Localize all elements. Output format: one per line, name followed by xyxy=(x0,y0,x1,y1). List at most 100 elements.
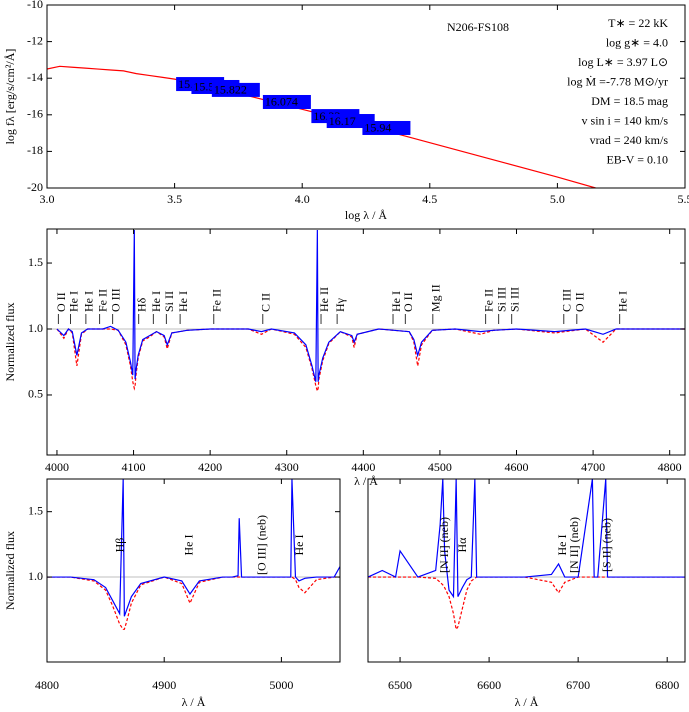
x-tick-label: 4300 xyxy=(275,460,299,474)
line-id: [S II] (neb) xyxy=(599,518,613,572)
y-tick-label: 1.5 xyxy=(28,503,43,517)
photometry-label: 15. xyxy=(178,77,193,91)
line-id: C III xyxy=(560,289,574,312)
plot-area xyxy=(47,479,340,630)
line-id: [N II] (neb) xyxy=(437,517,451,573)
observed-line xyxy=(47,65,596,188)
y-tick-label: -16 xyxy=(27,107,43,121)
line-id: Fe II xyxy=(210,289,224,312)
x-tick-label: 4.5 xyxy=(422,192,437,206)
photometry-box xyxy=(262,94,311,109)
line-id: Si III xyxy=(507,287,521,312)
y-tick-label: 0.5 xyxy=(28,387,43,401)
x-tick-label: 4800 xyxy=(658,460,682,474)
photometry-label: 16.17 xyxy=(329,114,356,128)
line-id: Mg II xyxy=(429,284,443,312)
line-id: Hα xyxy=(455,537,469,553)
parameter: vrad = 240 km/s xyxy=(590,133,669,147)
model-line xyxy=(56,327,685,394)
x-axis-label: log λ / Å xyxy=(345,208,387,222)
x-tick-label: 4800 xyxy=(35,678,59,692)
y-tick-label: -12 xyxy=(27,33,43,47)
x-tick-label: 4.0 xyxy=(295,192,310,206)
line-id: Si II xyxy=(162,291,176,312)
photometry-label: 15.94 xyxy=(364,121,391,135)
x-tick-label: 3.0 xyxy=(40,192,55,206)
line-id: He I xyxy=(182,535,196,556)
y-tick-label: -14 xyxy=(27,70,43,84)
line-id: Hβ xyxy=(113,538,127,553)
line-id: He I xyxy=(149,291,163,312)
frame xyxy=(46,228,686,456)
model-line xyxy=(368,576,685,631)
line-id: O II xyxy=(573,292,587,312)
plot-area xyxy=(47,230,685,394)
x-tick-label: 4200 xyxy=(198,460,222,474)
y-axis-label: Normalized flux xyxy=(3,303,17,382)
frame xyxy=(46,478,341,663)
x-tick-label: 5.5 xyxy=(678,192,689,206)
line-id: He I xyxy=(82,291,96,312)
parameter: T∗ = 22 kK xyxy=(608,16,668,30)
parameter: log L∗ = 3.97 L⊙ xyxy=(578,55,668,69)
line-id: O II xyxy=(401,292,415,312)
x-tick-label: 4400 xyxy=(351,460,375,474)
x-tick-label: 6800 xyxy=(655,678,679,692)
x-tick-label: 3.5 xyxy=(167,192,182,206)
x-axis-label: λ / Å xyxy=(182,695,206,709)
y-tick-label: 1.0 xyxy=(28,321,43,335)
y-tick-label: -10 xyxy=(27,0,43,11)
x-tick-label: 6500 xyxy=(388,678,412,692)
parameter: DM = 18.5 mag xyxy=(591,94,668,108)
photometry-label: 15.822 xyxy=(214,83,247,97)
line-id: C II xyxy=(259,293,273,312)
observed-line xyxy=(368,479,685,599)
x-tick-label: 4100 xyxy=(122,460,146,474)
line-id: He I xyxy=(555,535,569,556)
x-tick-label: 5.0 xyxy=(550,192,565,206)
line-id: He I xyxy=(176,291,190,312)
line-id: Si III xyxy=(494,287,508,312)
y-tick-label: 1.0 xyxy=(28,569,43,583)
y-axis-label: Normalized flux xyxy=(3,531,17,610)
x-axis-label: λ / Å xyxy=(515,695,539,709)
chart-title: N206-FS108 xyxy=(447,20,509,34)
line-id: Fe II xyxy=(481,289,495,312)
line-id: Hγ xyxy=(333,297,347,312)
plot-area xyxy=(47,65,596,188)
line-id: [O III] (neb) xyxy=(254,515,268,575)
line-id: Hδ xyxy=(134,297,148,312)
photometry-box xyxy=(211,82,260,97)
y-tick-label: -18 xyxy=(27,143,43,157)
frame xyxy=(46,4,686,189)
x-tick-label: 5000 xyxy=(269,678,293,692)
line-id: He II xyxy=(317,287,331,312)
line-id: He I xyxy=(389,291,403,312)
photometry-box xyxy=(362,120,411,135)
x-tick-label: 4500 xyxy=(428,460,452,474)
x-tick-label: 4600 xyxy=(505,460,529,474)
parameter: EB-V = 0.10 xyxy=(606,152,668,166)
line-id: He I xyxy=(615,291,629,312)
line-id: O II xyxy=(54,292,68,312)
observed-line xyxy=(47,479,340,617)
x-tick-label: 4000 xyxy=(45,460,69,474)
photometry-label: 15.5 xyxy=(193,80,214,94)
x-tick-label: 6600 xyxy=(477,678,501,692)
line-id: [N II] (neb) xyxy=(567,517,581,573)
line-id: He I xyxy=(66,291,80,312)
x-tick-label: 4900 xyxy=(152,678,176,692)
parameter: log Ṁ =-7.78 M⊙/yr xyxy=(567,74,668,88)
plot-area xyxy=(368,479,685,631)
x-axis-label: λ / Å xyxy=(354,474,378,488)
y-axis-label: log fλ [erg/s/cm²/Å] xyxy=(3,49,17,145)
photometry-label: 16.074 xyxy=(265,95,298,109)
parameter: v sin i = 140 km/s xyxy=(582,113,669,127)
y-tick-label: 1.5 xyxy=(28,255,43,269)
x-tick-label: 4700 xyxy=(581,460,605,474)
y-tick-label: -20 xyxy=(27,180,43,194)
observed-line xyxy=(56,230,685,382)
model-line xyxy=(47,576,340,630)
x-tick-label: 6700 xyxy=(566,678,590,692)
